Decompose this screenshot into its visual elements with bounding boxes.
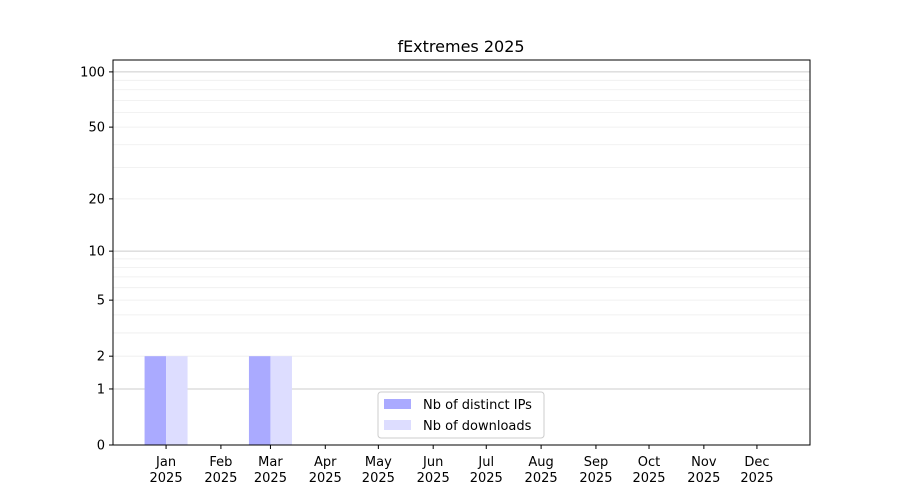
x-tick-label: Aug 2025 [525,455,558,486]
legend-swatch-downloads [384,420,411,430]
x-tick-label: Jul 2025 [470,455,503,486]
x-tick-label: Dec 2025 [740,455,773,486]
legend-swatch-ips [384,399,411,409]
y-tick-label: 100 [80,65,105,80]
bar-distinct-ips [144,356,167,445]
x-tick-label: Oct 2025 [632,455,665,486]
bar-distinct-ips [248,356,271,445]
y-tick-label: 0 [97,439,105,454]
legend-label-downloads: Nb of downloads [423,419,532,434]
y-tick-label: 2 [97,350,105,365]
x-tick-label: Sep 2025 [579,455,612,486]
chart-title: fExtremes 2025 [397,37,524,56]
y-tick-label: 1 [97,382,105,397]
y-tick-label: 50 [88,121,105,136]
x-tick-label: Nov 2025 [687,455,720,486]
y-axis: 0 1 2 5 10 20 50 100 [80,65,113,454]
legend: Nb of distinct IPs Nb of downloads [377,391,545,439]
grid [113,71,810,390]
y-tick-label: 20 [88,192,105,207]
y-tick-label: 10 [88,245,105,260]
x-axis: Jan 2025 Feb 2025 Mar 2025 Apr 2025 May 2025 Jun 20… [150,445,773,486]
x-tick-label: Jun 2025 [417,455,450,486]
x-tick-label: Apr 2025 [309,455,342,486]
x-tick-label: Mar 2025 [254,455,287,486]
legend-box [377,391,545,439]
x-tick-label: Feb 2025 [204,455,237,486]
bars [144,356,292,445]
y-tick-label: 5 [97,294,105,309]
legend-label-ips: Nb of distinct IPs [423,398,532,413]
plot-frame [112,59,811,446]
x-tick-label: Jan 2025 [150,455,183,486]
x-tick-label: May 2025 [362,455,395,486]
bar-downloads [166,356,188,445]
bar-downloads [270,356,292,445]
